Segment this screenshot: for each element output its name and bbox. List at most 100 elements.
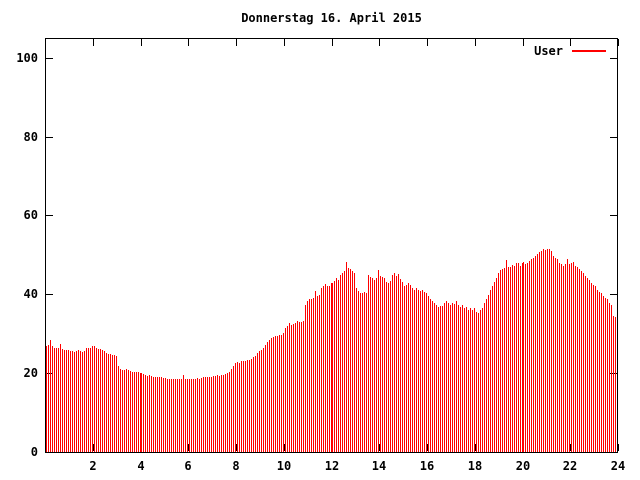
impulse-bar — [237, 362, 238, 452]
x-tick-label: 8 — [232, 459, 239, 473]
impulse-bar — [386, 282, 387, 452]
impulse-bar — [352, 271, 353, 452]
impulse-bar — [253, 357, 254, 452]
impulse-bar — [476, 312, 477, 452]
impulse-bar — [281, 335, 282, 452]
impulse-bar — [225, 374, 226, 452]
x-tick-label: 14 — [372, 459, 386, 473]
impulse-bar — [539, 252, 540, 452]
y-tick-label: 80 — [24, 130, 38, 144]
impulse-bar — [482, 308, 483, 452]
impulse-bar — [472, 310, 473, 452]
impulse-bar — [78, 350, 79, 452]
impulse-bar — [285, 328, 286, 452]
impulse-bar — [263, 348, 264, 452]
impulse-bar — [209, 377, 210, 452]
impulse-bar — [382, 277, 383, 452]
impulse-bar — [527, 263, 528, 452]
impulse-bar — [579, 269, 580, 452]
impulse-bar — [297, 321, 298, 452]
impulse-bar — [122, 370, 123, 452]
impulse-bar — [488, 295, 489, 452]
impulse-bar — [414, 290, 415, 452]
impulse-bar — [452, 303, 453, 452]
impulse-bar — [311, 299, 312, 452]
impulse-bar — [593, 285, 594, 452]
impulse-bar — [340, 275, 341, 452]
impulse-bar — [309, 299, 310, 452]
legend-line-sample-icon — [572, 49, 606, 52]
impulse-bar — [522, 263, 523, 452]
impulse-bar — [529, 261, 530, 452]
impulse-bar — [269, 340, 270, 452]
impulse-bar — [418, 290, 419, 452]
y-tick-label: 100 — [16, 51, 38, 65]
impulse-bar — [583, 273, 584, 452]
x-tick-label: 12 — [325, 459, 339, 473]
impulse-bar — [299, 322, 300, 452]
impulse-bar — [102, 350, 103, 452]
impulse-bar — [462, 305, 463, 452]
impulse-bar — [609, 303, 610, 452]
impulse-bar — [317, 296, 318, 452]
impulse-bar — [607, 299, 608, 452]
impulse-bar — [96, 348, 97, 452]
impulse-bar — [112, 355, 113, 452]
impulse-bar — [490, 290, 491, 452]
impulse-bar — [301, 322, 302, 452]
x-tick-label: 16 — [420, 459, 434, 473]
impulse-bar — [243, 361, 244, 452]
impulse-bar — [577, 267, 578, 452]
impulse-bar — [390, 281, 391, 452]
impulse-bar — [239, 363, 240, 452]
impulse-bar — [149, 375, 150, 452]
legend-user-label: User — [534, 43, 563, 58]
impulse-bar — [179, 379, 180, 452]
impulse-bar — [295, 323, 296, 452]
impulse-bar — [207, 377, 208, 452]
impulse-bar — [585, 276, 586, 452]
impulse-bar — [348, 268, 349, 452]
impulse-bar — [181, 379, 182, 452]
impulse-bar — [233, 366, 234, 452]
impulse-bar — [444, 303, 445, 452]
impulse-bar — [273, 337, 274, 452]
impulse-bar — [458, 305, 459, 452]
impulse-bar — [227, 373, 228, 452]
impulse-bar — [307, 301, 308, 452]
impulse-bar — [92, 346, 93, 452]
impulse-bar — [468, 310, 469, 452]
impulse-bar — [283, 333, 284, 452]
impulse-bar — [549, 249, 550, 452]
impulse-bar — [245, 361, 246, 452]
impulse-bar — [601, 293, 602, 452]
impulse-bar — [104, 351, 105, 452]
impulse-bar — [531, 259, 532, 452]
impulse-bar — [291, 325, 292, 452]
impulse-bar — [356, 288, 357, 452]
impulse-bar — [484, 303, 485, 452]
impulse-bar — [430, 299, 431, 452]
impulse-bar — [293, 324, 294, 452]
impulse-bar — [287, 326, 288, 452]
impulse-bar — [331, 283, 332, 452]
impulse-bar — [86, 348, 87, 452]
impulse-bar — [289, 323, 290, 452]
impulse-bar — [480, 310, 481, 452]
impulse-bar — [185, 379, 186, 452]
impulse-bar — [422, 290, 423, 452]
impulse-bar — [520, 266, 521, 452]
impulse-bar — [249, 360, 250, 452]
impulse-bar — [537, 254, 538, 452]
impulse-bar — [267, 342, 268, 452]
impulse-bar — [211, 377, 212, 452]
impulse-bar — [58, 348, 59, 452]
impulse-bar — [448, 303, 449, 452]
impulse-bar — [508, 267, 509, 452]
impulse-bar — [64, 350, 65, 452]
impulse-bar — [571, 263, 572, 452]
impulse-bar — [257, 353, 258, 452]
x-tick-label: 6 — [184, 459, 191, 473]
impulse-bar — [404, 286, 405, 452]
